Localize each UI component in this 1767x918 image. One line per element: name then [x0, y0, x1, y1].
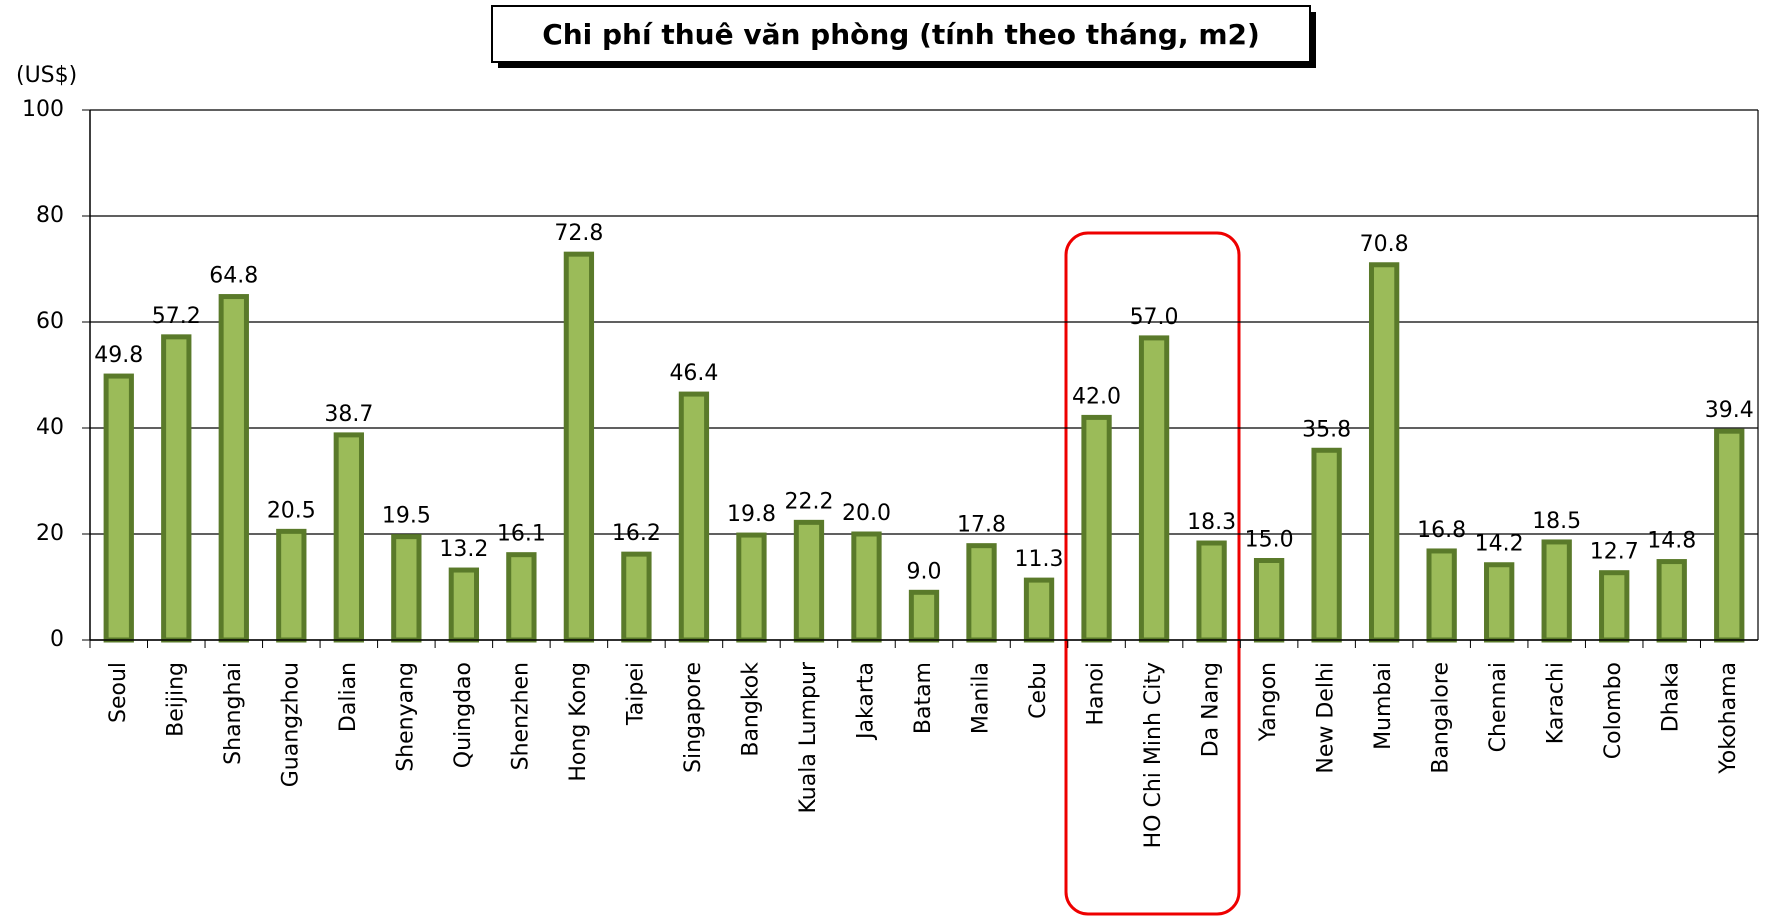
- value-label: 12.7: [1590, 540, 1639, 565]
- bar: [1541, 539, 1572, 643]
- bar: [1599, 570, 1630, 643]
- value-label: 35.8: [1302, 417, 1351, 442]
- bar: [563, 251, 595, 643]
- value-label: 72.8: [554, 221, 603, 246]
- x-tick-label: Shenyang: [393, 662, 418, 772]
- value-label: 14.2: [1475, 532, 1524, 557]
- value-label: 9.0: [907, 559, 942, 584]
- value-label: 42.0: [1072, 384, 1121, 409]
- x-tick-label: Da Nang: [1199, 662, 1224, 757]
- value-label: 57.2: [152, 304, 201, 329]
- bar: [218, 294, 249, 643]
- x-tick-label: Taipei: [623, 662, 648, 726]
- value-label: 57.0: [1130, 305, 1179, 330]
- value-label: 13.2: [439, 537, 488, 562]
- value-label: 64.8: [209, 264, 258, 289]
- bar: [621, 551, 652, 643]
- bar: [1253, 558, 1285, 643]
- y-tick-label: 60: [36, 309, 64, 334]
- x-tick-label: Jakarta: [853, 662, 878, 741]
- bar: [1138, 335, 1170, 643]
- value-label: 38.7: [324, 402, 373, 427]
- bar: [678, 391, 710, 643]
- bar: [1484, 562, 1515, 643]
- chart-title: Chi phí thuê văn phòng (tính theo tháng,…: [542, 18, 1260, 51]
- value-label: 20.5: [267, 498, 316, 523]
- x-tick-label: Bangkok: [738, 662, 763, 757]
- value-label: 19.8: [727, 502, 776, 527]
- x-tick-label: Quingdao: [451, 662, 476, 768]
- title-box: [491, 5, 1311, 63]
- value-label: 70.8: [1360, 232, 1409, 257]
- bar: [1426, 548, 1457, 643]
- value-label: 16.2: [612, 521, 661, 546]
- bar: [448, 567, 480, 643]
- x-tick-label: Hanoi: [1084, 662, 1109, 726]
- value-label: 11.3: [1015, 547, 1064, 572]
- bar: [736, 532, 767, 643]
- bar: [908, 589, 940, 643]
- bar: [1081, 414, 1112, 643]
- value-label: 39.4: [1705, 398, 1754, 423]
- x-tick-label: Dalian: [336, 662, 361, 732]
- bar: [276, 528, 307, 643]
- bar: [1656, 559, 1687, 643]
- x-tick-label: Mumbai: [1371, 662, 1396, 750]
- x-tick-label: Cebu: [1026, 662, 1051, 719]
- bar: [966, 543, 997, 643]
- bar: [793, 519, 825, 643]
- x-tick-label: Shenzhen: [508, 662, 533, 770]
- x-tick-label: Karachi: [1544, 662, 1569, 744]
- value-label: 18.3: [1187, 510, 1236, 535]
- x-tick-label: Bangalore: [1429, 662, 1454, 774]
- y-axis-label: (US$): [16, 63, 77, 88]
- value-label: 46.4: [669, 361, 718, 386]
- x-tick-label: Yangon: [1256, 662, 1281, 742]
- x-tick-label: Yokohama: [1716, 662, 1741, 775]
- highlight-box: [1064, 231, 1241, 916]
- value-label: 15.0: [1245, 528, 1294, 553]
- value-label: 49.8: [94, 343, 143, 368]
- y-tick-label: 80: [36, 203, 64, 228]
- x-tick-label: Manila: [969, 662, 994, 734]
- bar: [1311, 447, 1342, 643]
- bar: [391, 534, 422, 643]
- y-tick-label: 0: [50, 627, 64, 652]
- bar: [1368, 262, 1400, 643]
- x-tick-label: Shanghai: [221, 662, 246, 765]
- bar: [1714, 428, 1745, 643]
- bar: [333, 432, 364, 643]
- bar: [1023, 577, 1055, 643]
- value-label: 17.8: [957, 513, 1006, 538]
- value-label: 16.8: [1417, 518, 1466, 543]
- x-tick-label: HO Chi Minh City: [1141, 662, 1166, 848]
- bar: [1196, 540, 1227, 643]
- x-tick-label: Hong Kong: [566, 662, 591, 782]
- bar: [851, 531, 882, 643]
- value-label: 22.2: [784, 489, 833, 514]
- y-tick-label: 20: [36, 521, 64, 546]
- x-tick-label: Batam: [911, 662, 936, 734]
- x-tick-label: Singapore: [681, 662, 706, 773]
- value-label: 14.8: [1647, 529, 1696, 554]
- bar: [161, 334, 192, 643]
- x-tick-label: Dhaka: [1659, 662, 1684, 732]
- value-label: 16.1: [497, 522, 546, 547]
- y-tick-label: 100: [22, 97, 64, 122]
- bar: [103, 373, 134, 643]
- bar: [506, 552, 537, 643]
- value-label: 19.5: [382, 504, 431, 529]
- x-tick-label: Seoul: [106, 662, 131, 723]
- x-tick-label: Kuala Lumpur: [796, 661, 821, 813]
- value-label: 18.5: [1532, 509, 1581, 534]
- x-tick-label: Colombo: [1601, 662, 1626, 759]
- y-tick-label: 40: [36, 415, 64, 440]
- x-tick-label: Guangzhou: [278, 662, 303, 787]
- value-label: 20.0: [842, 501, 891, 526]
- x-tick-label: Chennai: [1486, 662, 1511, 752]
- x-tick-label: New Delhi: [1314, 662, 1339, 774]
- x-tick-label: Beijing: [163, 662, 188, 737]
